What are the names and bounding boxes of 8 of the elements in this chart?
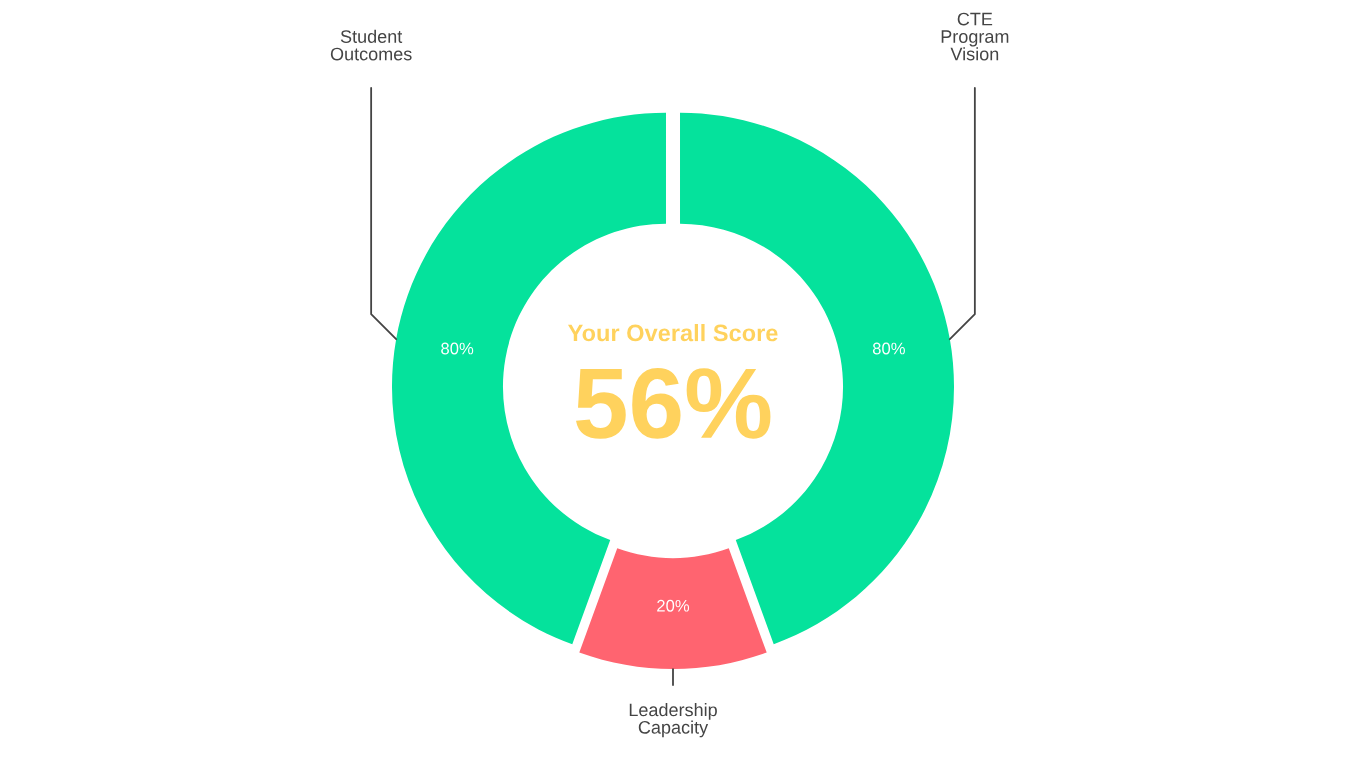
data-label: 80% <box>441 342 474 355</box>
data-label: 20% <box>657 599 690 612</box>
slice-label: CTE Program Vision <box>941 12 1009 61</box>
data-label: 80% <box>872 342 905 355</box>
slice-label: Student Outcomes <box>330 29 412 61</box>
text: Your Overall Score <box>567 323 778 342</box>
text: 56% <box>576 368 771 439</box>
slice-label: Leadership Capacity <box>629 703 717 738</box>
